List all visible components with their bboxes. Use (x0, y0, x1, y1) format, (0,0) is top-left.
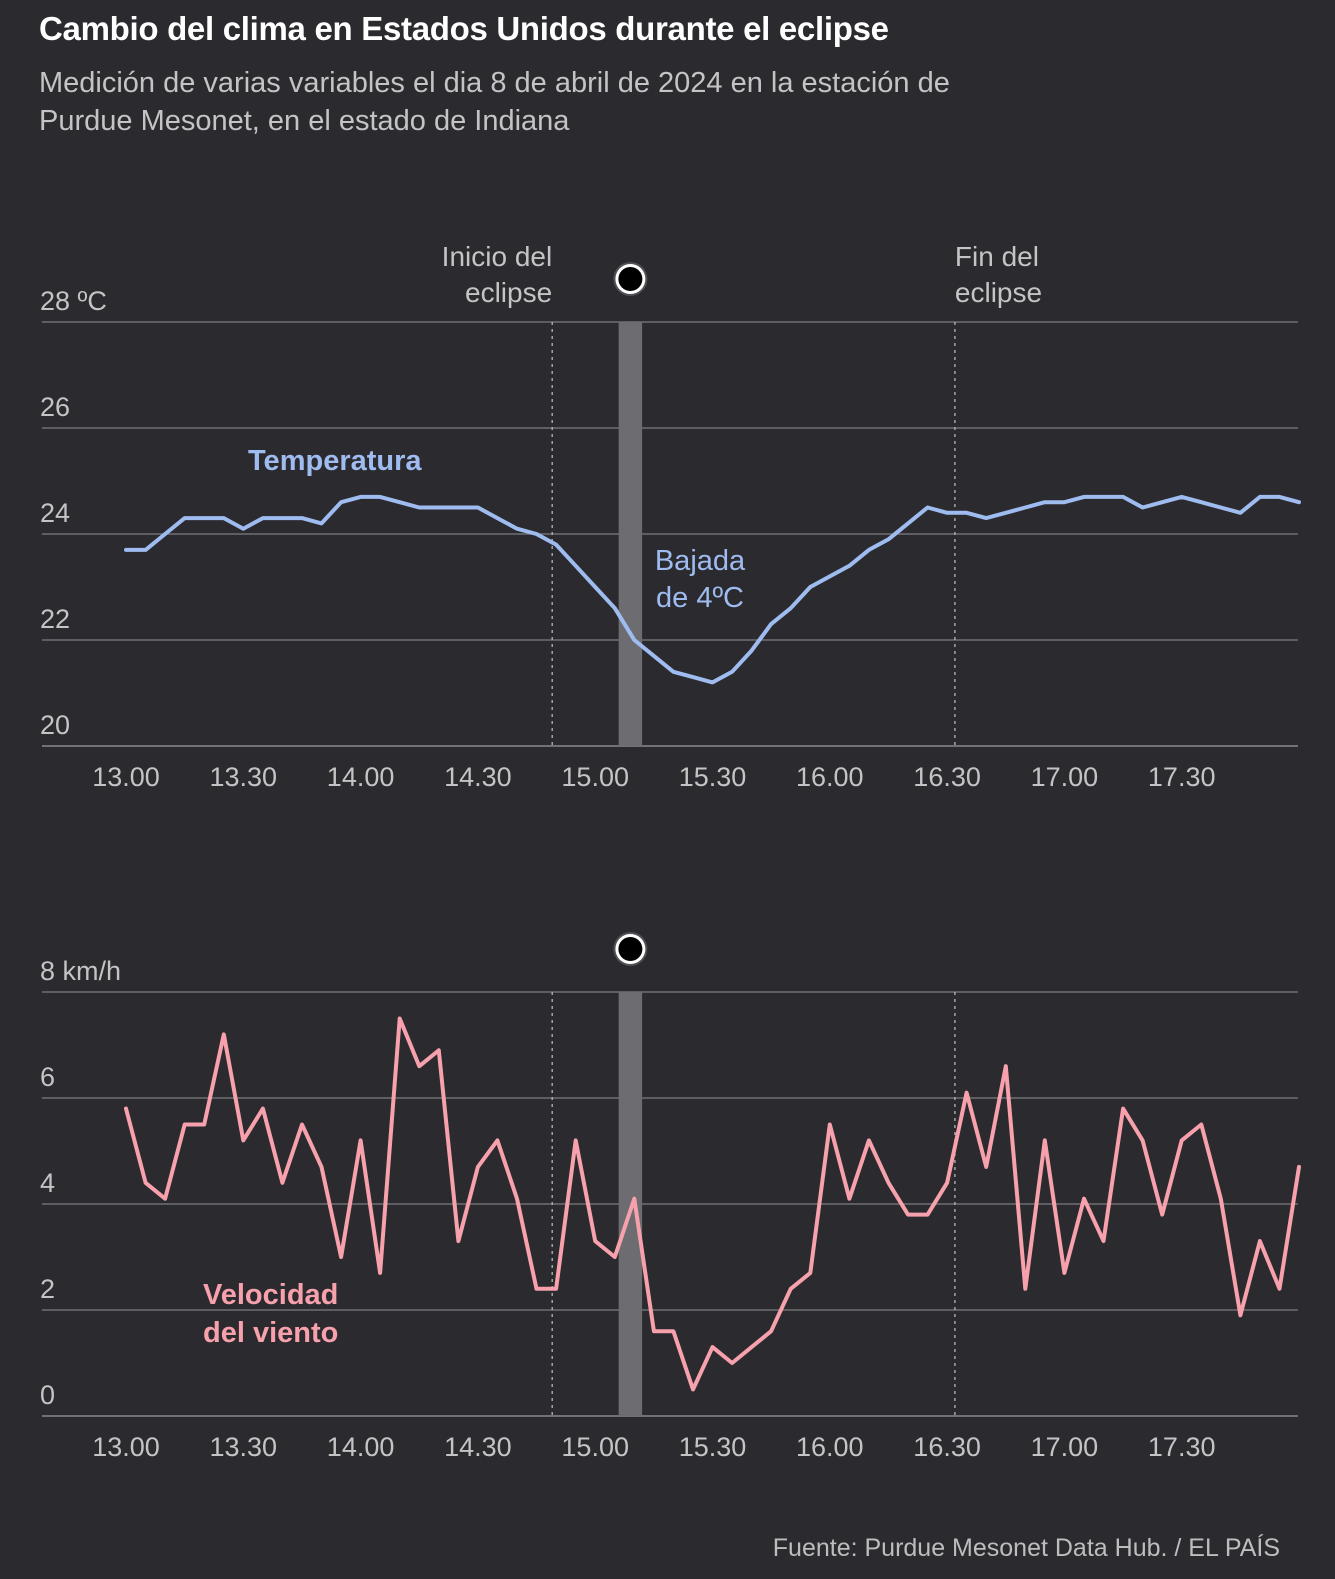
x-tick-label: 16.00 (796, 762, 864, 792)
y-tick-label: 28 ºC (40, 286, 107, 316)
wind-series-label: Velocidad (203, 1279, 338, 1311)
temperature-series-label: Temperatura (248, 445, 422, 477)
x-tick-label: 14.00 (327, 1432, 395, 1462)
temperature-line (124, 494, 1301, 685)
chart-title: Cambio del clima en Estados Unidos duran… (39, 10, 889, 47)
y-tick-label: 20 (40, 710, 70, 740)
y-tick-label: 8 km/h (40, 956, 121, 986)
x-tick-label: 15.30 (679, 762, 747, 792)
x-tick-label: 16.30 (913, 1432, 981, 1462)
eclipse-start-label: Inicio del (442, 241, 553, 272)
temperature-chart: 28 ºC 26 24 22 20 13.00 13.30 14.00 14.30 15.00 15… (40, 241, 1301, 792)
eclipse-moon-icon (618, 937, 643, 961)
temperature-drop-annotation: de 4ºC (656, 582, 744, 614)
x-tick-label: 13.00 (92, 1432, 160, 1462)
chart-subtitle: Medición de varias variables el dia 8 de… (39, 67, 950, 137)
source-note: Fuente: Purdue Mesonet Data Hub. / EL PA… (772, 1534, 1280, 1562)
eclipse-start-label: eclipse (465, 277, 552, 308)
eclipse-end-label: Fin del (955, 241, 1039, 272)
x-tick-label: 17.00 (1031, 762, 1099, 792)
temperature-drop-annotation: Bajada (655, 545, 746, 577)
y-tick-label: 6 (40, 1062, 55, 1092)
x-tick-label: 14.30 (444, 762, 512, 792)
y-tick-label: 26 (40, 392, 70, 422)
x-tick-label: 13.30 (210, 1432, 278, 1462)
y-tick-label: 22 (40, 604, 70, 634)
eclipse-moon-icon (618, 267, 643, 291)
x-tick-label: 14.00 (327, 762, 395, 792)
eclipse-end-label: eclipse (955, 277, 1042, 308)
x-tick-label: 15.00 (561, 762, 629, 792)
x-tick-label: 13.30 (210, 762, 278, 792)
totality-band (618, 992, 643, 1416)
x-tick-label: 17.00 (1031, 1432, 1099, 1462)
x-tick-label: 17.30 (1148, 1432, 1216, 1462)
x-tick-label: 14.30 (444, 1432, 512, 1462)
x-tick-label: 16.30 (913, 762, 981, 792)
x-tick-label: 15.30 (679, 1432, 747, 1462)
y-tick-label: 0 (40, 1380, 55, 1410)
x-tick-label: 15.00 (561, 1432, 629, 1462)
x-tick-label: 16.00 (796, 1432, 864, 1462)
y-tick-label: 2 (40, 1274, 55, 1304)
x-tick-label: 17.30 (1148, 762, 1216, 792)
x-tick-label: 13.00 (92, 762, 160, 792)
wind-speed-line (124, 1016, 1301, 1392)
y-tick-label: 4 (40, 1168, 55, 1198)
y-tick-label: 24 (40, 498, 70, 528)
wind-series-label: del viento (203, 1317, 338, 1349)
